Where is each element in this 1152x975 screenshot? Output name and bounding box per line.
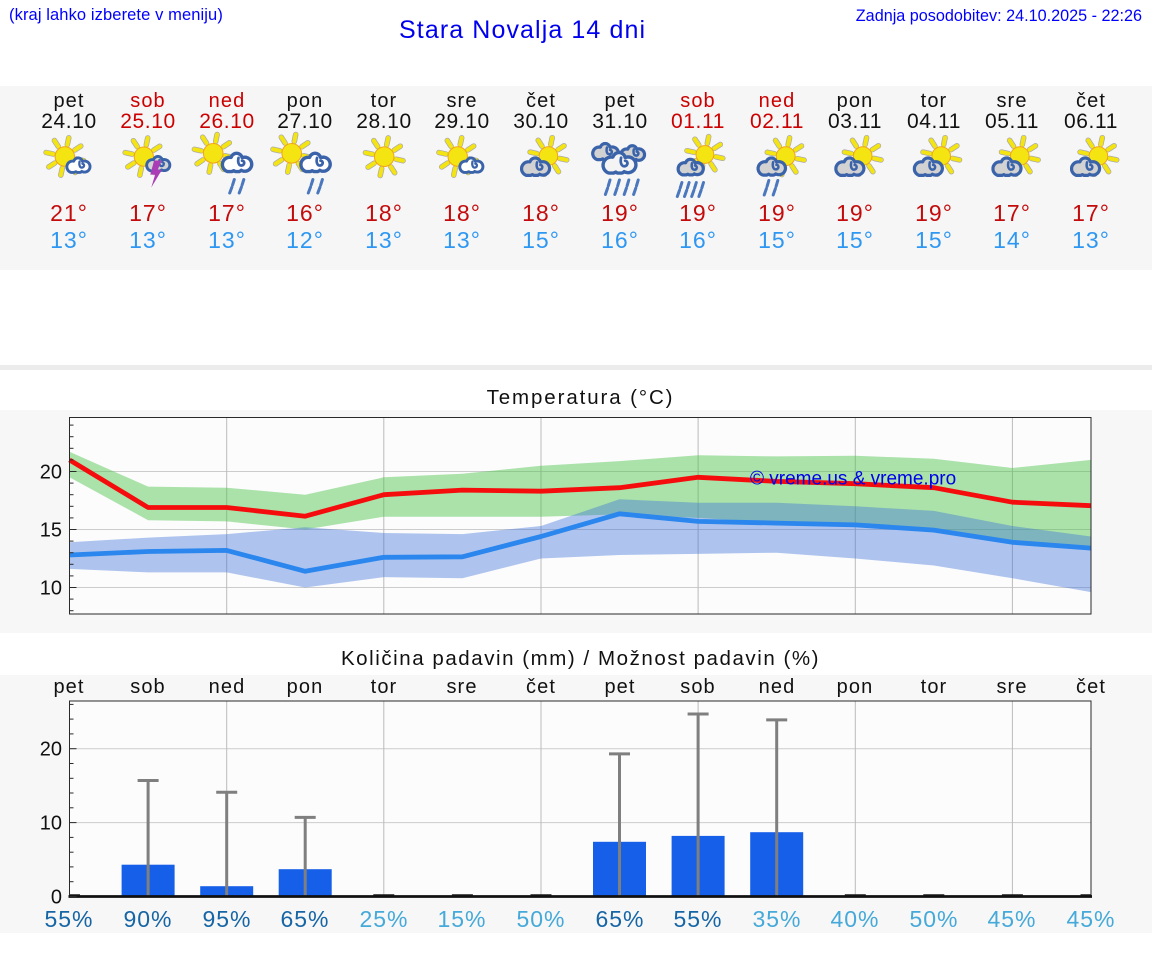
svg-text:© vreme.us & vreme.pro: © vreme.us & vreme.pro: [750, 469, 956, 490]
svg-text:15: 15: [40, 520, 62, 542]
svg-text:10: 10: [40, 813, 62, 835]
svg-text:10: 10: [40, 578, 62, 600]
svg-text:0: 0: [51, 887, 62, 909]
svg-text:20: 20: [40, 739, 62, 761]
svg-text:20: 20: [40, 462, 62, 484]
